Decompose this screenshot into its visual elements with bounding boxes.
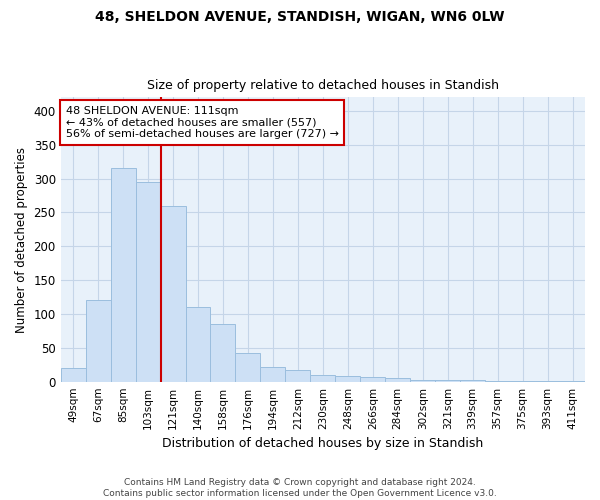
Bar [136, 182, 161, 382]
Bar [535, 381, 560, 382]
Bar [211, 324, 235, 382]
Bar [61, 368, 86, 382]
Title: Size of property relative to detached houses in Standish: Size of property relative to detached ho… [147, 79, 499, 92]
Text: 48 SHELDON AVENUE: 111sqm
← 43% of detached houses are smaller (557)
56% of semi: 48 SHELDON AVENUE: 111sqm ← 43% of detac… [66, 106, 339, 139]
Bar [410, 380, 435, 382]
Bar [385, 378, 410, 382]
Bar [510, 381, 535, 382]
Bar [260, 368, 286, 382]
Bar [310, 375, 335, 382]
Bar [110, 168, 136, 382]
Bar [286, 370, 310, 382]
Bar [460, 380, 485, 382]
X-axis label: Distribution of detached houses by size in Standish: Distribution of detached houses by size … [162, 437, 484, 450]
Bar [360, 377, 385, 382]
Bar [161, 206, 185, 382]
Text: 48, SHELDON AVENUE, STANDISH, WIGAN, WN6 0LW: 48, SHELDON AVENUE, STANDISH, WIGAN, WN6… [95, 10, 505, 24]
Y-axis label: Number of detached properties: Number of detached properties [15, 146, 28, 332]
Bar [560, 381, 585, 382]
Text: Contains HM Land Registry data © Crown copyright and database right 2024.
Contai: Contains HM Land Registry data © Crown c… [103, 478, 497, 498]
Bar [185, 307, 211, 382]
Bar [86, 300, 110, 382]
Bar [335, 376, 360, 382]
Bar [235, 352, 260, 382]
Bar [485, 381, 510, 382]
Bar [435, 380, 460, 382]
